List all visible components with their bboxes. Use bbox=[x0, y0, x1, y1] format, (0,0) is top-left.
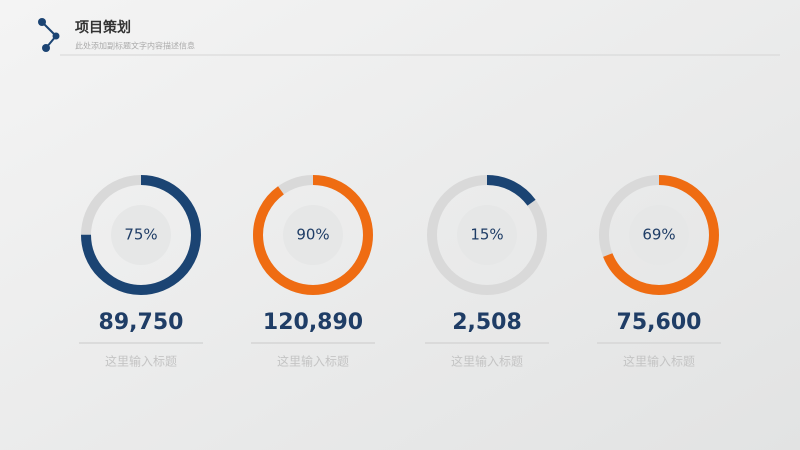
ring-center bbox=[111, 205, 171, 265]
ring-center bbox=[629, 205, 689, 265]
headline-number: 2,508 bbox=[452, 310, 522, 335]
caption: 这里输入标题 bbox=[105, 354, 177, 369]
caption: 这里输入标题 bbox=[277, 354, 349, 369]
percent-label: 69% bbox=[642, 226, 675, 244]
ring-center bbox=[457, 205, 517, 265]
percent-label: 15% bbox=[470, 226, 503, 244]
caption: 这里输入标题 bbox=[623, 354, 695, 369]
percent-label: 75% bbox=[124, 226, 157, 244]
progress-arc bbox=[427, 175, 547, 295]
headline-number: 89,750 bbox=[99, 310, 184, 335]
ring-center bbox=[283, 205, 343, 265]
percent-label: 90% bbox=[296, 226, 329, 244]
title: 项目策划 bbox=[75, 19, 131, 36]
caption: 这里输入标题 bbox=[451, 354, 523, 369]
subtitle: 此处添加副标题文字内容描述信息 bbox=[75, 41, 195, 51]
headline-number: 75,600 bbox=[617, 310, 702, 335]
header-icon bbox=[38, 18, 60, 52]
progress-arc bbox=[599, 175, 719, 295]
headline-number: 120,890 bbox=[263, 310, 363, 335]
progress-arc bbox=[81, 175, 201, 295]
progress-arc bbox=[253, 175, 373, 295]
